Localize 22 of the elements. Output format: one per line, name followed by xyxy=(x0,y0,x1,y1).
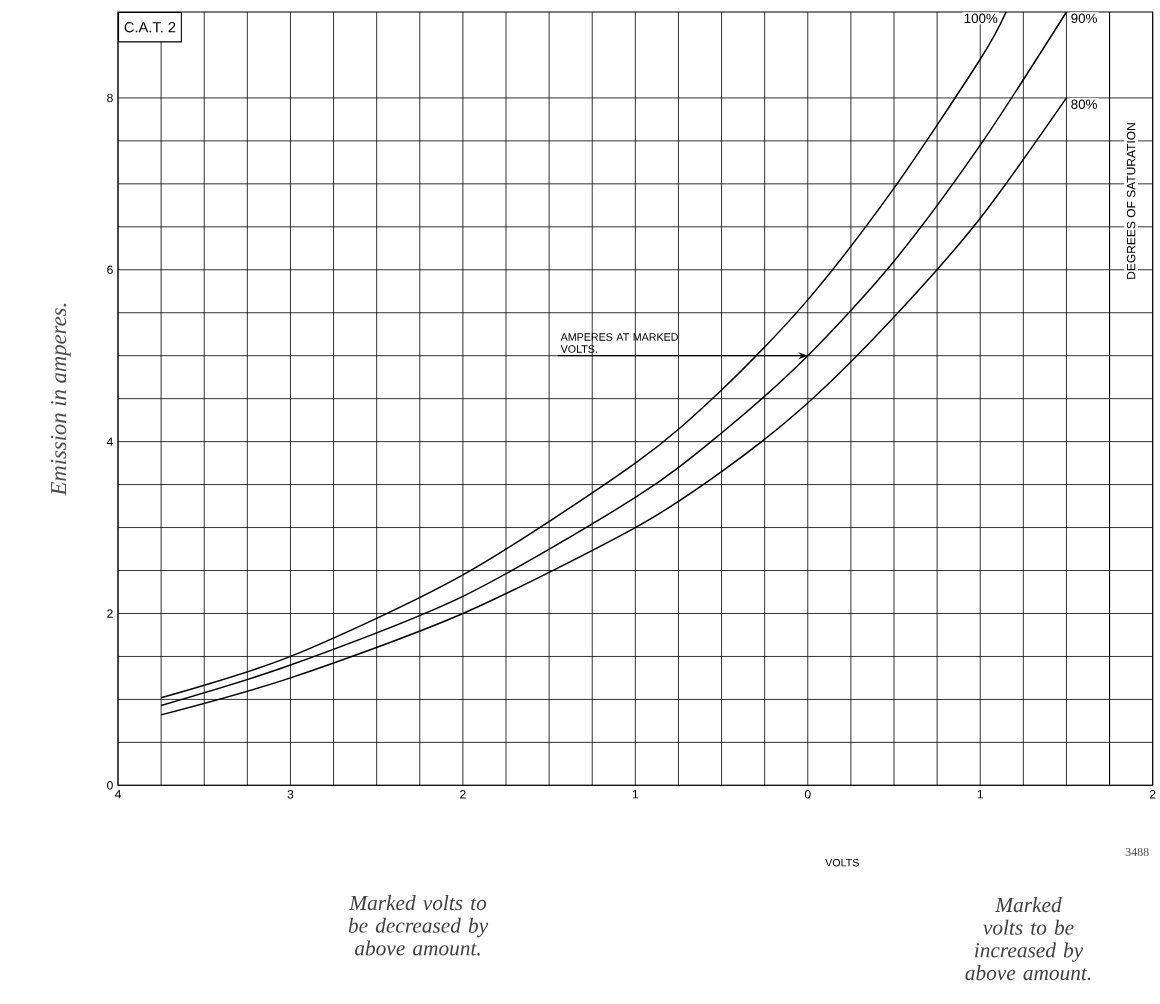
x-tick-label: 4 xyxy=(114,790,121,799)
text: VOLTS xyxy=(825,858,859,867)
text: Marked volts to be increased by above amount. xyxy=(965,897,1091,981)
series-label: 100% xyxy=(964,13,998,24)
legend-title: DEGREES OF SATURATION xyxy=(1126,123,1136,279)
y-tick-label: 4 xyxy=(106,437,113,446)
y-tick-label: 2 xyxy=(107,609,113,618)
series-label: 90% xyxy=(1071,13,1097,24)
y-axis-title: Emission in amperes. xyxy=(50,303,71,496)
x-tick-label: 2 xyxy=(1149,790,1156,799)
y-tick-label: 8 xyxy=(107,93,113,103)
x-tick-label: 1 xyxy=(632,790,639,799)
x-tick-label: 2 xyxy=(460,790,466,799)
y-tick-label: 6 xyxy=(107,265,113,275)
x-tick-label: 1 xyxy=(977,790,983,799)
y-tick-label: 0 xyxy=(107,781,113,790)
x-tick-label: 3 xyxy=(287,790,294,799)
text: C.A.T. 2 xyxy=(124,22,176,33)
series-label: 80% xyxy=(1071,99,1097,109)
text: 3488 xyxy=(1125,847,1149,857)
x-tick-label: 0 xyxy=(804,790,811,799)
text: Marked volts to be decreased by above amount. xyxy=(348,895,489,956)
